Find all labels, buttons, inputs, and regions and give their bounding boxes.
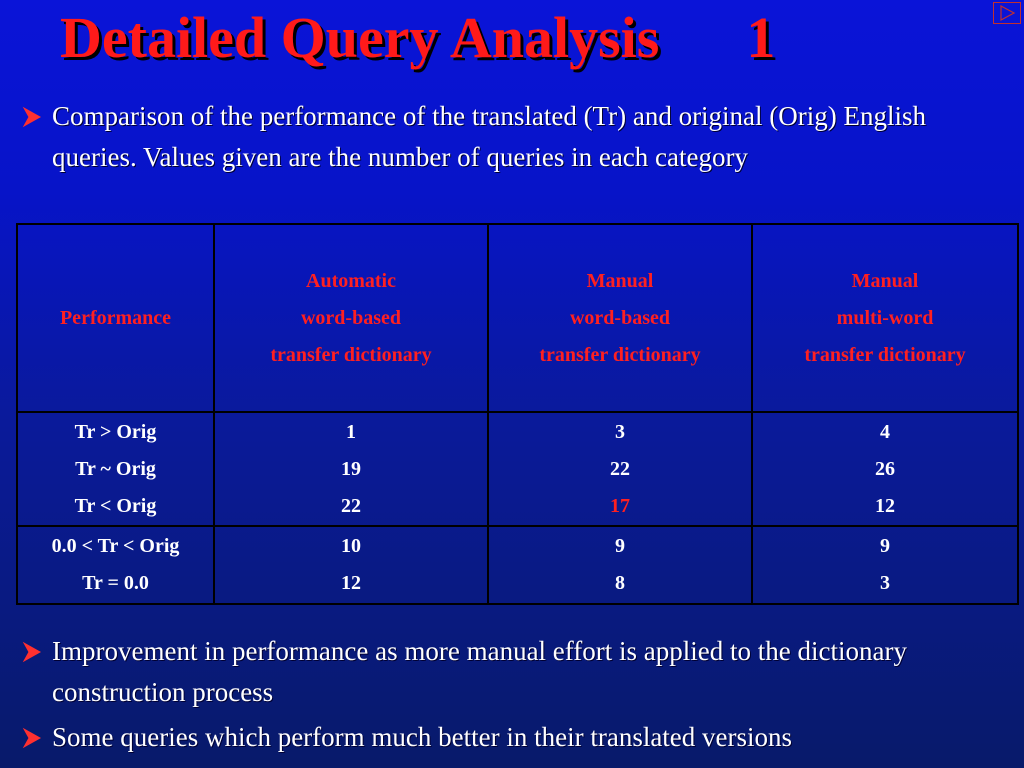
bullet-item: Comparison of the performance of the tra… (12, 96, 1012, 178)
slide-title: Detailed Query Analysis 1 (60, 5, 776, 70)
results-table: Performance Automatic word-based transfer … (16, 223, 1019, 605)
table-row: Tr > Orig Tr ~ Orig Tr < Orig 1 19 22 3 22 17 … (16, 411, 1019, 527)
arrow-bullet-icon (12, 717, 52, 749)
bullet-text: Improvement in performance as more manua… (52, 636, 907, 707)
value-cell: 1 19 22 (213, 411, 489, 527)
row-label-cell: 0.0 < Tr < Orig Tr = 0.0 (16, 525, 215, 605)
highlighted-value: 17 (610, 494, 630, 517)
value-cell: 3 22 17 (487, 411, 753, 527)
next-slide-button[interactable] (993, 2, 1021, 24)
arrow-bullet-icon (12, 96, 52, 128)
header-performance: Performance (16, 223, 215, 413)
header-manual-word-based: Manual word-based transfer dictionary (487, 223, 753, 413)
row-label-cell: Tr > Orig Tr ~ Orig Tr < Orig (16, 411, 215, 527)
bullet-item: Improvement in performance as more manua… (12, 631, 1012, 713)
header-automatic-word-based: Automatic word-based transfer dictionary (213, 223, 489, 413)
bullet-text: Some queries which perform much better i… (52, 722, 793, 752)
header-manual-multi-word: Manual multi-word transfer dictionary (751, 223, 1019, 413)
value-cell: 4 26 12 (751, 411, 1019, 527)
triangle-right-icon (1000, 4, 1016, 22)
arrow-bullet-icon (12, 631, 52, 663)
value-cell: 10 12 (213, 525, 489, 605)
table-header-row: Performance Automatic word-based transfer … (16, 223, 1019, 413)
bullet-text: Comparison of the performance of the tra… (52, 101, 927, 172)
bullet-item: Some queries which perform much better i… (12, 717, 1012, 758)
